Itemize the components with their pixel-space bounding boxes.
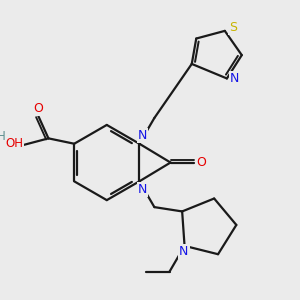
Text: OH: OH <box>5 136 23 149</box>
Text: O: O <box>34 102 43 115</box>
Text: O: O <box>197 156 207 169</box>
Text: N: N <box>137 183 147 196</box>
Text: H: H <box>0 130 5 143</box>
Text: S: S <box>229 21 237 34</box>
Text: N: N <box>137 129 147 142</box>
Text: N: N <box>179 245 188 258</box>
Text: N: N <box>230 72 239 85</box>
